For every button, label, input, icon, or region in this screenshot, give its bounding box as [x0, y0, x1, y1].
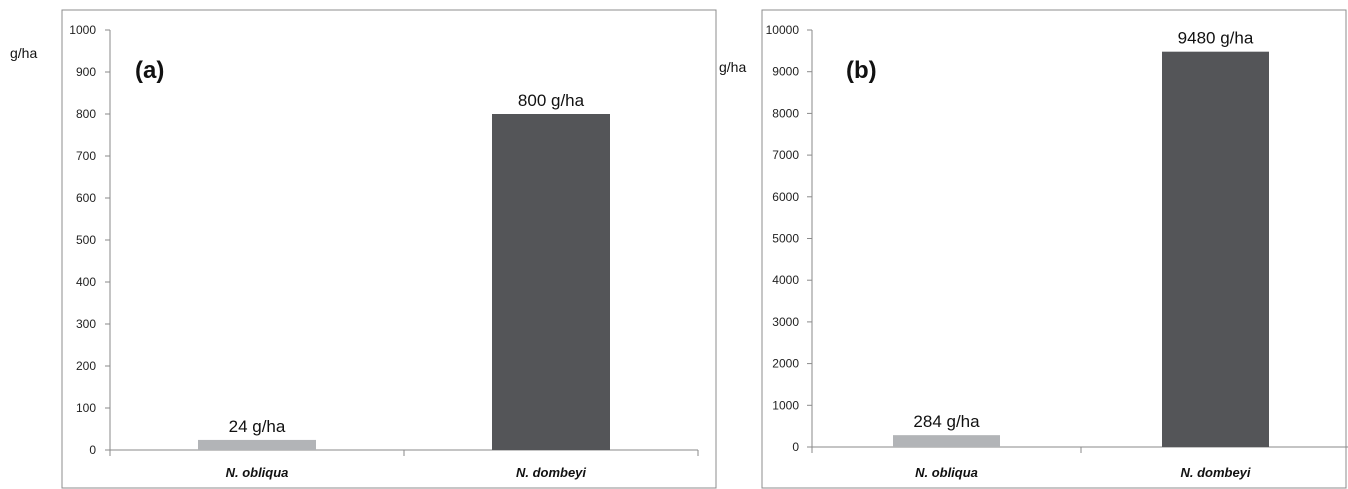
y-tick-label: 800	[76, 107, 96, 121]
y-axis-unit-label: g/ha	[719, 59, 746, 75]
y-tick-label: 700	[76, 149, 96, 163]
chart-panel-b: g/ha (b) 0 1000 2000 3000 4000 5000 6000 7000 80…	[719, 9, 1348, 489]
bar	[893, 435, 1000, 447]
y-tick-label: 4000	[772, 273, 799, 287]
y-tick-label: 0	[792, 440, 799, 454]
bar	[198, 439, 316, 450]
y-tick-label: 7000	[772, 148, 799, 162]
x-category-label: N. dombeyi	[1180, 465, 1250, 480]
x-category-label: N. dombeyi	[516, 465, 586, 480]
y-tick-label: 300	[76, 317, 96, 331]
y-tick-label: 1000	[69, 23, 96, 37]
panel-label: (b)	[846, 57, 877, 84]
y-tick-label: 5000	[772, 232, 799, 246]
y-axis-unit-label: g/ha	[10, 45, 37, 61]
x-category-label: N. obliqua	[915, 465, 978, 480]
chart-panel-a: g/ha (a) 0 100 200 300 400 500 600 700 800 900 100…	[10, 9, 717, 489]
data-label: 800 g/ha	[518, 91, 585, 110]
chart-frame	[761, 9, 1347, 489]
bar	[492, 114, 610, 450]
y-tick-label: 500	[76, 233, 96, 247]
x-category-label: N. obliqua	[226, 465, 289, 480]
data-label: 284 g/ha	[913, 412, 980, 431]
y-tick-label: 6000	[772, 190, 799, 204]
y-tick-label: 3000	[772, 315, 799, 329]
y-tick-label: 10000	[766, 23, 800, 37]
plot-area: 0 1000 2000 3000 4000 5000 6000 7000 8000 9000 100…	[766, 23, 1348, 480]
y-tick-label: 0	[89, 443, 96, 457]
y-tick-label: 100	[76, 401, 96, 415]
panel-label: (a)	[135, 57, 164, 84]
data-label: 24 g/ha	[229, 417, 286, 436]
y-tick-label: 8000	[772, 106, 799, 120]
y-tick-label: 9000	[772, 65, 799, 79]
y-tick-label: 2000	[772, 357, 799, 371]
y-tick-label: 600	[76, 191, 96, 205]
y-tick-label: 900	[76, 65, 96, 79]
y-tick-label: 200	[76, 359, 96, 373]
bar	[1162, 51, 1269, 448]
plot-area: 0 100 200 300 400 500 600 700 800 900 1000 24 g/ha N…	[69, 23, 699, 480]
y-tick-label: 1000	[772, 398, 799, 412]
data-label: 9480 g/ha	[1178, 29, 1254, 48]
y-tick-label: 400	[76, 275, 96, 289]
chart-frame	[61, 9, 717, 489]
